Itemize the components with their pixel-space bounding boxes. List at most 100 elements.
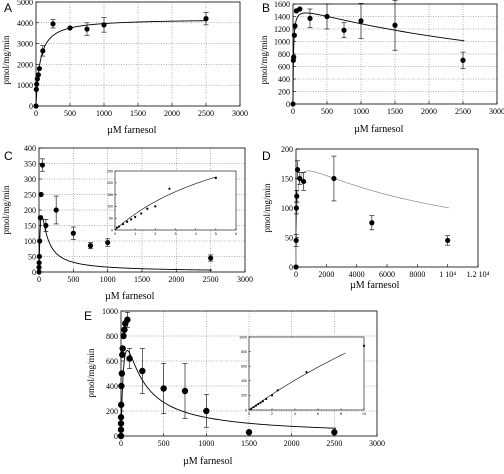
x-tick-label: 500	[158, 439, 170, 448]
x-tick-label: 0	[291, 107, 295, 116]
x-tick-label: 3000	[489, 107, 504, 116]
x-tick-label: 3000	[237, 275, 253, 284]
data-point	[38, 191, 44, 198]
panel-c: C0 500 1000 1500 2000 2500 3000050100150200250…	[1, 144, 253, 302]
x-tick-label: 500	[321, 107, 333, 116]
panel-label: A	[4, 1, 12, 15]
data-point	[117, 426, 125, 433]
inset-data-point	[276, 389, 279, 392]
y-tick-label: 400	[278, 75, 290, 84]
x-tick-label: 1000	[198, 439, 214, 448]
data-point	[291, 32, 297, 38]
data-point	[34, 76, 40, 82]
data-point	[53, 207, 59, 213]
x-tick-label: 2500	[198, 109, 214, 118]
y-tick-label: 400	[24, 144, 36, 153]
plot-frame	[295, 148, 479, 268]
x-tick-label: 6	[317, 412, 319, 416]
y-axis-title: pmol/mg/min	[259, 35, 269, 85]
y-tick-label: 1200	[274, 25, 290, 34]
inset-data-point	[115, 226, 119, 229]
y-tick-label: 0	[289, 263, 293, 272]
data-point	[294, 167, 301, 173]
y-tick-label: 0	[29, 102, 33, 111]
y-tick-label: 50	[285, 234, 293, 243]
x-tick-label: 1.2 10⁴	[467, 270, 490, 279]
x-axis-title: µM farnesol	[350, 280, 400, 291]
x-tick-label: 8	[340, 412, 342, 416]
x-tick-label: 1	[134, 232, 136, 236]
y-axis-title: pmol/mg/min	[86, 348, 96, 398]
inset-data-point	[126, 220, 129, 223]
x-tick-label: 2500	[326, 439, 342, 448]
panel-label: C	[4, 149, 13, 163]
data-point	[36, 65, 43, 72]
y-tick-label: 1400	[274, 13, 290, 22]
data-point	[120, 332, 127, 340]
inset-data-point	[362, 344, 366, 347]
x-tick-label: 3000	[232, 109, 248, 118]
fit-curve	[292, 12, 465, 104]
y-tick-label: 5000	[17, 0, 33, 7]
y-tick-label: 600	[241, 365, 247, 369]
x-tick-label: 1000	[100, 275, 116, 284]
y-tick-label: 0	[245, 408, 247, 412]
data-point	[34, 81, 40, 87]
inset-data-point	[117, 225, 121, 228]
y-tick-label: 100	[281, 204, 293, 213]
panel-label: D	[262, 149, 271, 163]
x-tick-label: 6000	[379, 270, 395, 279]
data-point	[40, 48, 46, 54]
data-point	[324, 13, 330, 20]
data-point	[331, 175, 337, 182]
data-point	[37, 238, 43, 244]
data-point	[33, 86, 39, 92]
data-point	[124, 316, 131, 323]
data-point	[358, 18, 364, 24]
y-tick-label: 200	[106, 407, 118, 416]
y-tick-label: 800	[278, 50, 290, 59]
data-point	[67, 25, 73, 31]
x-tick-label: 0	[248, 412, 250, 416]
data-point	[117, 414, 125, 421]
x-tick-label: 2000	[284, 439, 300, 448]
x-tick-label: 1500	[134, 275, 150, 284]
data-point	[50, 21, 56, 27]
x-tick-label: 4	[195, 232, 197, 236]
inset-data-point	[154, 205, 157, 208]
inset-data-point	[214, 176, 217, 180]
y-tick-label: 150	[281, 175, 293, 184]
x-tick-label: 2000	[168, 275, 184, 284]
y-axis-title: pmol/mg/min	[1, 185, 11, 235]
y-axis-title: pmol/mg/min	[1, 35, 11, 85]
x-tick-label: 500	[64, 109, 76, 118]
inset-data-point	[305, 370, 308, 374]
x-tick-label: 0	[114, 232, 116, 236]
y-tick-label: 200	[281, 145, 293, 154]
x-axis-title: µM farnesol	[105, 291, 155, 302]
y-tick-label: 2000	[17, 60, 33, 69]
x-tick-label: 2	[271, 412, 273, 416]
data-point	[43, 222, 49, 229]
panel-d: D 0 2000 4000 6000 8000 1 10⁴ 1.2 10⁴ 0 50 100 150 2…	[262, 145, 490, 291]
data-point	[70, 230, 76, 236]
inset-data-point	[140, 212, 143, 215]
y-tick-label: 800	[106, 332, 118, 341]
y-tick-label: 1000	[102, 307, 118, 316]
data-point	[307, 15, 313, 21]
inset-data-point	[130, 218, 133, 221]
inset-chart: 0 2 4 6 8 10 0 200 400 600 800 1000	[239, 335, 366, 416]
y-tick-label: 600	[278, 63, 290, 72]
x-tick-label: 1000	[96, 109, 112, 118]
y-tick-label: 1000	[17, 81, 33, 90]
data-point	[341, 27, 347, 33]
data-point	[36, 269, 42, 275]
fit-curve	[35, 20, 208, 106]
y-tick-label: 1000	[274, 38, 290, 47]
x-tick-label: 2000	[318, 270, 334, 279]
panel-label: B	[262, 1, 270, 15]
data-point	[160, 385, 167, 392]
x-tick-label: 1500	[241, 439, 257, 448]
inset-data-point	[265, 397, 268, 401]
